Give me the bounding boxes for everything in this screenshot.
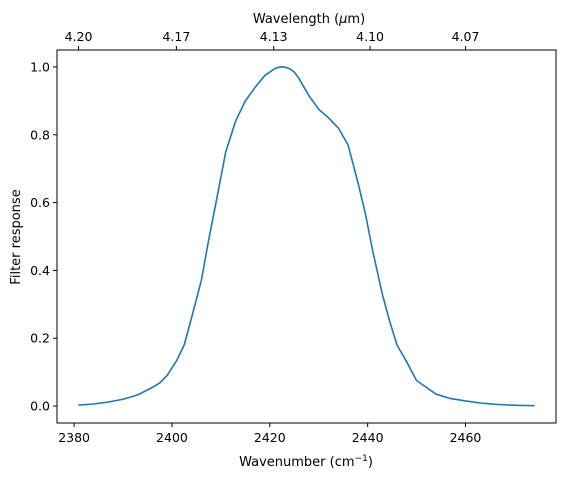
series-line-0	[78, 66, 535, 407]
y-tick-label: 1.0	[30, 59, 50, 74]
y-tick-label: 0.6	[30, 195, 50, 210]
plot-frame	[56, 49, 557, 424]
top-x-tick-label: 4.07	[452, 29, 480, 44]
y-tick-label: 0.0	[30, 399, 50, 414]
top-x-tick-label: 4.17	[162, 29, 190, 44]
x-tick-label: 2460	[450, 430, 482, 445]
top-x-tick-label: 4.20	[65, 29, 93, 44]
y-tick-label: 0.8	[30, 127, 50, 142]
top-x-tick-label: 4.13	[260, 29, 288, 44]
x-tick-label: 2380	[58, 430, 90, 445]
top-x-axis-label: Wavelength (μm)	[253, 12, 365, 27]
y-tick-label: 0.4	[30, 263, 50, 278]
y-axis-label: Filter response	[9, 189, 24, 284]
x-axis-label-superscript: −1	[355, 454, 368, 464]
ticks: 2380 2400 2420 2440 2460 0.0 0.2 0.4 0.6 0.8 1.0 4.…	[30, 29, 481, 445]
x-tick-label: 2420	[254, 430, 286, 445]
y-tick-label: 0.2	[30, 331, 50, 346]
x-axis-label: Wavenumber (cm−1)	[239, 454, 373, 470]
top-x-tick-label: 4.10	[356, 29, 384, 44]
x-tick-label: 2400	[156, 430, 188, 445]
x-tick-label: 2440	[352, 430, 384, 445]
plot-content	[78, 66, 535, 407]
